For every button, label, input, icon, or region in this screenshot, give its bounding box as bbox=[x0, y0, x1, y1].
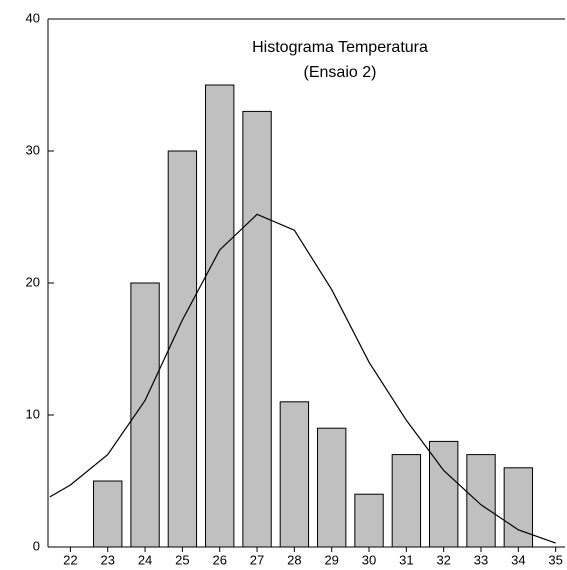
bar bbox=[167, 150, 198, 548]
x-tick-label: 25 bbox=[175, 552, 189, 567]
x-tick-label: 24 bbox=[138, 552, 152, 567]
y-tick-label: 30 bbox=[26, 142, 40, 157]
fit-curve bbox=[49, 213, 556, 544]
chart-subtitle: (Ensaio 2) bbox=[304, 64, 377, 81]
x-tick-label: 32 bbox=[436, 552, 450, 567]
bar bbox=[93, 480, 123, 548]
x-tick-label: 31 bbox=[399, 552, 413, 567]
y-tick-label: 0 bbox=[33, 538, 40, 553]
bar bbox=[242, 110, 272, 548]
x-tick-label: 29 bbox=[324, 552, 338, 567]
bar bbox=[205, 84, 235, 548]
bar bbox=[279, 401, 310, 548]
x-tick-label: 26 bbox=[212, 552, 226, 567]
x-tick-label: 22 bbox=[63, 552, 77, 567]
bar bbox=[466, 454, 496, 548]
bar bbox=[354, 493, 384, 548]
x-tick-label: 34 bbox=[511, 552, 525, 567]
x-tick-label: 28 bbox=[287, 552, 301, 567]
bar bbox=[391, 454, 422, 548]
y-tick-label: 20 bbox=[26, 274, 40, 289]
x-tick-label: 27 bbox=[250, 552, 264, 567]
y-tick-label: 40 bbox=[26, 10, 40, 25]
x-tick-label: 33 bbox=[474, 552, 488, 567]
x-tick-label: 30 bbox=[362, 552, 376, 567]
bar bbox=[503, 467, 534, 548]
bar bbox=[317, 427, 347, 548]
bar bbox=[428, 440, 459, 548]
chart-title: Histograma Temperatura bbox=[252, 39, 428, 56]
y-tick-label: 10 bbox=[26, 406, 40, 421]
x-tick-label: 23 bbox=[100, 552, 114, 567]
x-tick-label: 35 bbox=[548, 552, 562, 567]
